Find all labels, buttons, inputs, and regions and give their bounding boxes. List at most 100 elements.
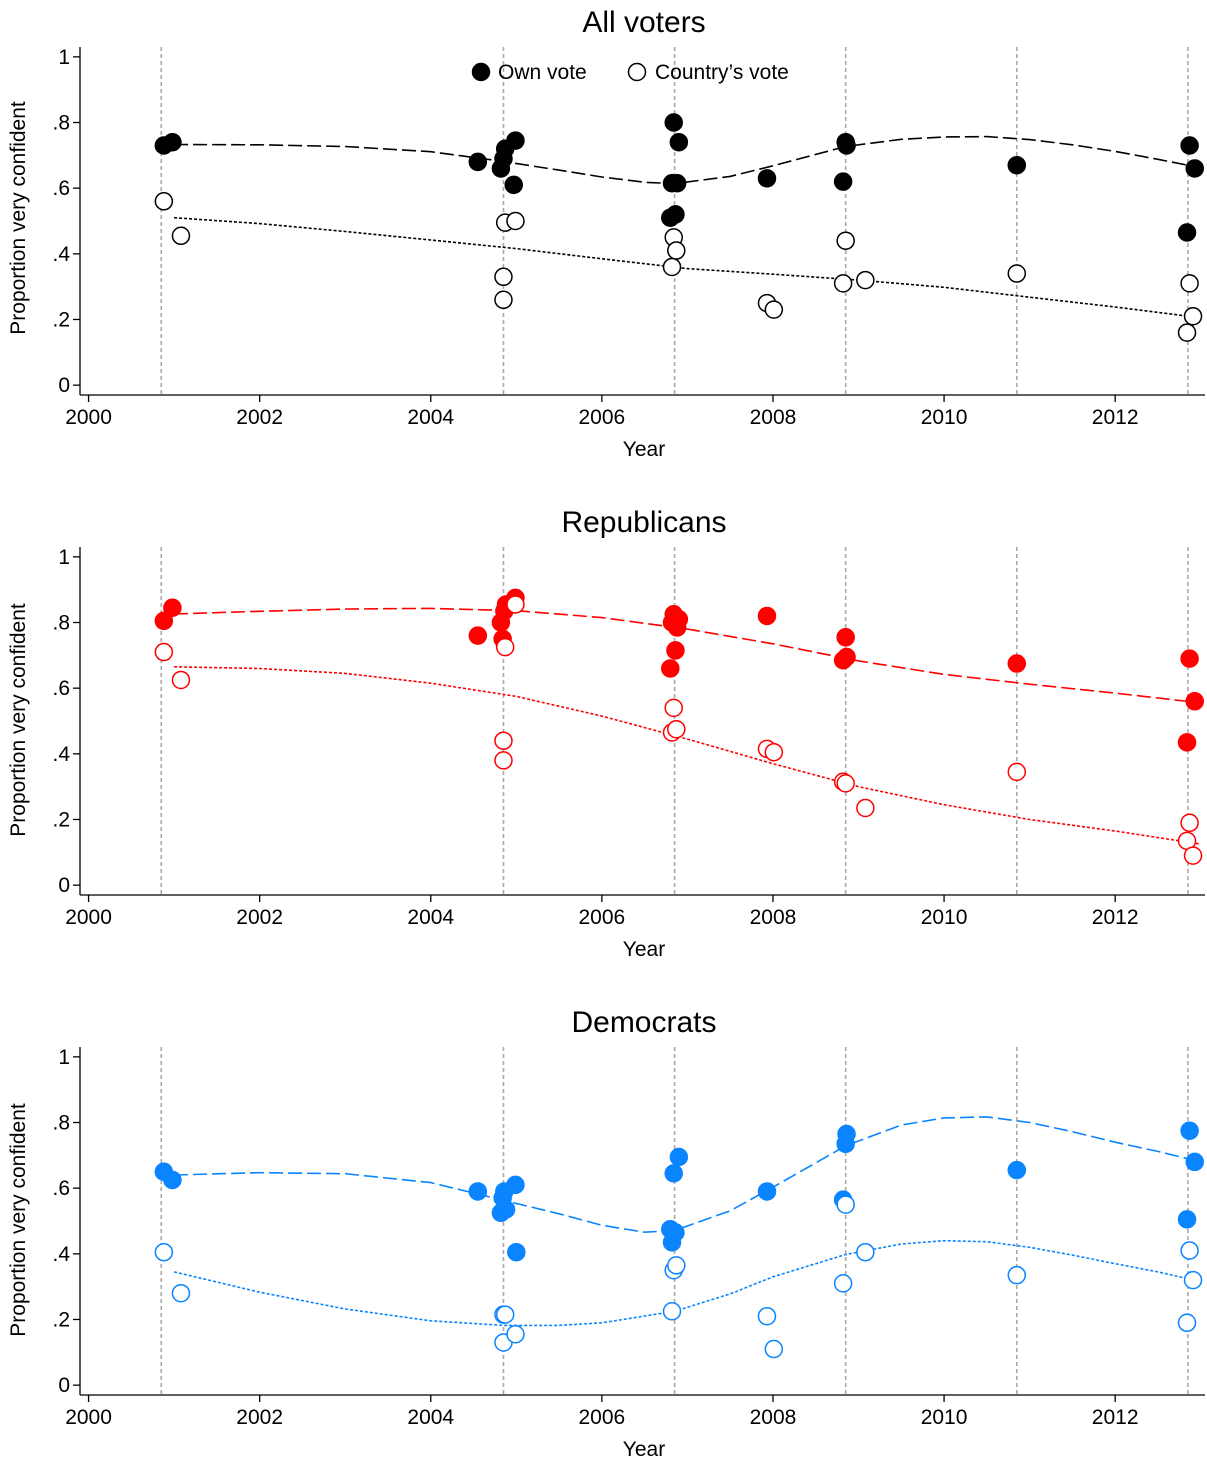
x-tick-label: 2010	[921, 906, 968, 929]
own-vote-point	[1177, 223, 1197, 242]
y-tick-label: .4	[52, 243, 70, 266]
country-vote-point	[1183, 306, 1203, 326]
own-vote-point	[1185, 1152, 1204, 1172]
country-vote-fit-line	[174, 216, 1201, 319]
country-vote-point	[1177, 323, 1197, 342]
y-tick-label: 1	[58, 546, 70, 569]
country-vote-point	[494, 731, 513, 750]
own-vote-point	[468, 626, 488, 645]
y-tick-label: .2	[52, 308, 70, 331]
country-vote-point	[506, 595, 525, 614]
own-vote-point	[669, 609, 689, 629]
panel-democrats: 0 .2 .4 .6 .8 1 2000 2002 2004 2006 2008 2010 2012 De…	[7, 1006, 1205, 1460]
own-vote-point	[506, 131, 525, 150]
x-axis-label: Year	[623, 938, 665, 961]
country-vote-point	[667, 1256, 686, 1275]
legend-own-vote-label: Own vote	[498, 61, 587, 84]
own-vote-point	[666, 1223, 685, 1242]
own-vote-point	[507, 1242, 526, 1262]
country-vote-point	[494, 290, 513, 310]
country-vote-point	[154, 192, 174, 211]
chart-title: All voters	[582, 6, 705, 39]
own-vote-point	[154, 611, 174, 631]
own-vote-point	[163, 598, 182, 617]
country-vote-point	[764, 300, 784, 319]
y-tick-label: .4	[52, 1243, 70, 1266]
y-tick-label: 0	[58, 374, 70, 397]
x-tick-label: 2010	[921, 1406, 968, 1429]
country-vote-point	[764, 1339, 784, 1359]
country-vote-point	[154, 1242, 174, 1262]
x-tick-label: 2002	[236, 1406, 283, 1429]
y-tick-label: .6	[52, 177, 70, 200]
y-tick-label: .4	[52, 743, 70, 766]
own-vote-point	[837, 647, 856, 667]
x-tick-label: 2008	[750, 406, 797, 429]
y-tick-label: .8	[52, 1112, 70, 1135]
y-axis-label: Proportion very confident	[7, 603, 30, 837]
own-vote-point	[669, 132, 689, 152]
x-tick-label: 2000	[65, 406, 112, 429]
own-vote-point	[468, 152, 488, 172]
y-axis-label: Proportion very confident	[7, 1103, 30, 1337]
y-tick-label: .6	[52, 677, 70, 700]
x-tick-label: 2000	[65, 1406, 112, 1429]
chart-title: Republicans	[561, 506, 726, 539]
country-vote-point	[1007, 762, 1027, 782]
x-axis-label: Year	[623, 1438, 665, 1460]
plot-area: 0 .2 .4 .6 .8 1 2000 2002 2004 2006 2008 2010 2012	[52, 546, 1205, 929]
y-tick-label: .8	[52, 112, 70, 135]
legend: Own vote Country’s vote	[471, 61, 789, 84]
country-vote-point	[495, 637, 515, 657]
x-tick-label: 2004	[407, 906, 454, 929]
x-axis-label: Year	[623, 438, 665, 461]
country-vote-point	[836, 774, 855, 793]
country-vote-point	[757, 1306, 777, 1326]
legend-country-vote-marker	[627, 62, 647, 82]
x-tick-label: 2012	[1092, 1406, 1139, 1429]
own-vote-point	[1177, 1210, 1197, 1229]
x-tick-label: 2008	[750, 1406, 797, 1429]
country-vote-point	[1007, 1265, 1027, 1285]
country-vote-point	[667, 719, 686, 739]
panel-republicans: 0 .2 .4 .6 .8 1 2000 2002 2004 2006 2008 2010 2012 Re…	[7, 506, 1205, 961]
own-vote-point	[669, 1147, 689, 1167]
legend-country-vote-label: Country’s vote	[655, 61, 789, 84]
country-vote-point	[1177, 1313, 1197, 1333]
own-vote-point	[1185, 159, 1204, 178]
own-vote-point	[1180, 1121, 1199, 1140]
own-vote-point	[163, 1170, 182, 1190]
own-vote-point	[757, 169, 777, 188]
own-vote-point	[496, 1200, 516, 1219]
plot-area: 0 .2 .4 .6 .8 1 2000 2002 2004 2006 2008 2010 2012	[52, 1046, 1205, 1429]
y-tick-label: 1	[58, 1046, 70, 1069]
own-vote-point	[506, 1175, 525, 1195]
country-vote-fit-line	[173, 1239, 1201, 1327]
own-vote-point	[661, 659, 680, 678]
own-vote-fit-line	[174, 607, 1201, 704]
y-axis-label: Proportion very confident	[7, 101, 30, 335]
chart-title: Democrats	[571, 1006, 716, 1039]
y-tick-label: .2	[52, 808, 70, 831]
x-tick-label: 2002	[236, 406, 283, 429]
y-tick-label: .8	[52, 612, 70, 635]
country-vote-point	[171, 1283, 191, 1303]
country-vote-point	[662, 1302, 682, 1321]
country-vote-point	[667, 241, 686, 260]
own-vote-point	[837, 1124, 856, 1144]
x-tick-label: 2002	[236, 906, 283, 929]
own-vote-point	[504, 175, 523, 195]
country-vote-point	[1180, 274, 1199, 293]
y-tick-label: .6	[52, 1177, 70, 1200]
own-vote-point	[1180, 136, 1199, 155]
country-vote-point	[1007, 264, 1027, 283]
own-vote-fit-line	[174, 135, 1201, 185]
own-vote-point	[757, 1182, 777, 1201]
country-vote-point	[1180, 1241, 1199, 1260]
x-tick-label: 2000	[65, 906, 112, 929]
country-vote-point	[833, 1274, 853, 1293]
country-vote-point	[1183, 1270, 1203, 1290]
country-vote-point	[494, 267, 513, 287]
own-vote-fit-line	[174, 1116, 1201, 1234]
country-vote-fit-line	[174, 666, 1201, 845]
